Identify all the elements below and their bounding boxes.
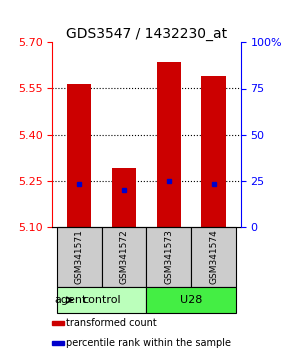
FancyBboxPatch shape — [57, 227, 102, 287]
Text: agent: agent — [55, 295, 87, 305]
Bar — [112, 168, 136, 227]
Text: U28: U28 — [180, 295, 202, 305]
Text: control: control — [82, 295, 121, 305]
Text: transformed count: transformed count — [66, 318, 157, 328]
Title: GDS3547 / 1432230_at: GDS3547 / 1432230_at — [66, 28, 227, 41]
Bar — [202, 76, 226, 227]
Bar — [67, 84, 91, 227]
Text: GSM341574: GSM341574 — [209, 229, 218, 284]
FancyBboxPatch shape — [146, 287, 236, 313]
Text: GSM341572: GSM341572 — [119, 229, 128, 284]
Text: GSM341571: GSM341571 — [75, 229, 84, 284]
FancyBboxPatch shape — [146, 227, 191, 287]
Bar — [157, 62, 181, 227]
FancyBboxPatch shape — [57, 287, 146, 313]
Text: GSM341573: GSM341573 — [164, 229, 173, 284]
Bar — [52, 341, 64, 345]
FancyBboxPatch shape — [191, 227, 236, 287]
FancyBboxPatch shape — [102, 227, 146, 287]
Text: percentile rank within the sample: percentile rank within the sample — [66, 338, 231, 348]
Bar — [52, 321, 64, 325]
